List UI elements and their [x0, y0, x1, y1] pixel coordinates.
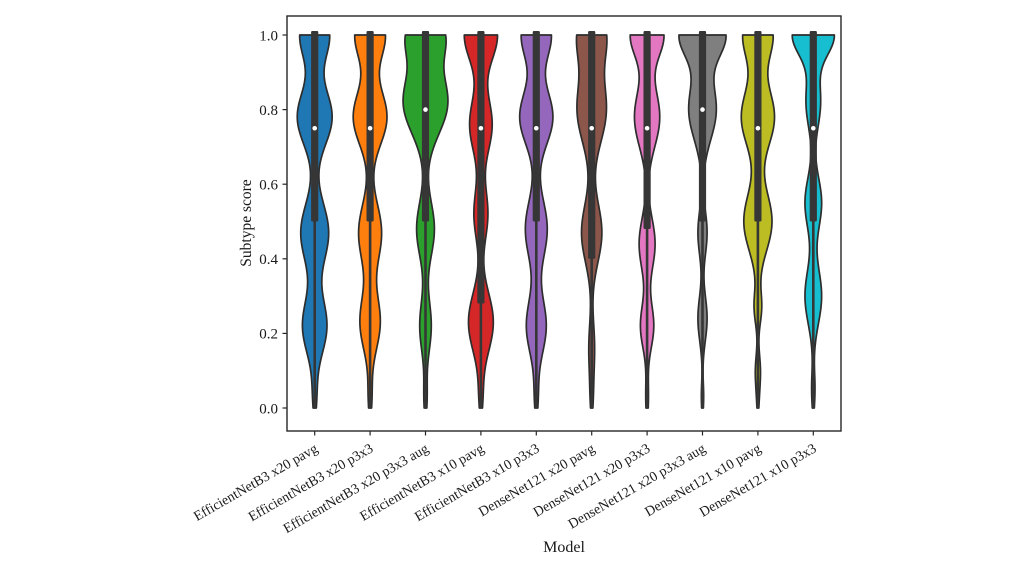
violin-median-dot — [478, 125, 484, 131]
violin-group — [791, 31, 836, 409]
violin-median-dot — [423, 107, 428, 112]
violin-group — [518, 31, 554, 409]
violin-median-dot — [367, 125, 373, 131]
violin-median-dot — [534, 125, 539, 131]
plot-border — [286, 15, 842, 432]
violin-box — [698, 31, 707, 222]
violin-median-dot — [700, 107, 705, 112]
violin-group — [740, 31, 776, 409]
y-tick-label: 0.8 — [259, 103, 278, 119]
violin-box — [588, 31, 596, 259]
y-axis-title: Subtype score — [238, 179, 255, 267]
violin-median-dot — [589, 125, 594, 131]
violin-median-dot — [312, 125, 318, 131]
y-tick-label: 0.2 — [259, 327, 278, 343]
y-tick-label: 0.6 — [259, 177, 278, 193]
violin-group — [352, 31, 388, 409]
y-tick-label: 0.4 — [259, 252, 278, 268]
violin-group — [296, 31, 333, 409]
violin-group — [575, 31, 608, 409]
y-tick-label: 1.0 — [259, 28, 278, 44]
violin-median-dot — [811, 125, 816, 131]
violin-box — [477, 31, 485, 304]
violin-group — [629, 31, 665, 409]
violin-median-dot — [644, 125, 650, 131]
violin-group — [402, 31, 449, 409]
x-axis-title: Model — [543, 539, 585, 556]
violin-median-dot — [755, 125, 761, 131]
violin-group — [463, 31, 499, 409]
violin-box — [421, 31, 430, 222]
violin-group — [678, 31, 727, 409]
y-tick-label: 0.0 — [259, 401, 278, 417]
